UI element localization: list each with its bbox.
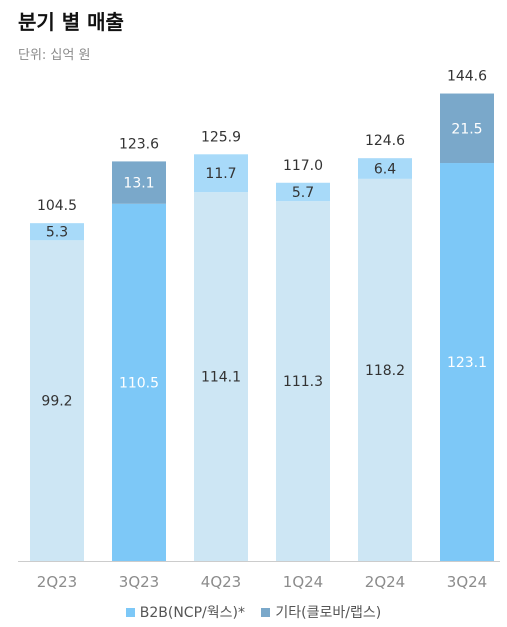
bar-b2b-4Q23 <box>194 192 248 561</box>
data-label-total-2Q23: 104.5 <box>37 198 77 214</box>
data-label-other-2Q23: 5.3 <box>46 225 68 241</box>
data-label-b2b-2Q24: 118.2 <box>365 363 405 379</box>
bar-other-2Q23 <box>30 223 84 241</box>
data-label-other-2Q24: 6.4 <box>374 162 396 178</box>
bar-b2b-3Q23 <box>112 203 166 561</box>
stacked-bar-chart: 5.3 99.2 104.5 2Q23 13.1 110.5 123.6 3Q23 11.7 11… <box>18 69 500 591</box>
data-label-b2b-3Q23: 110.5 <box>119 375 159 391</box>
data-label-other-4Q23: 11.7 <box>205 166 236 182</box>
data-label-total-2Q24: 124.6 <box>365 133 405 149</box>
chart-title: 분기 별 매출 <box>18 10 124 34</box>
data-label-total-3Q23: 123.6 <box>119 136 159 152</box>
data-label-other-3Q23: 13.1 <box>123 176 154 192</box>
bar-other-2Q24 <box>358 158 412 179</box>
unit-label: 단위: 십억 원 <box>18 48 91 63</box>
legend-swatch-other <box>261 608 271 617</box>
data-label-total-3Q24: 144.6 <box>447 69 487 85</box>
x-tick-2Q23: 2Q23 <box>37 573 77 591</box>
bar-b2b-1Q24 <box>276 201 330 561</box>
legend-item-b2b: B2B(NCP/웍스)* <box>125 602 245 622</box>
x-tick-1Q24: 1Q24 <box>283 573 323 591</box>
bar-other-4Q23 <box>194 154 248 193</box>
x-tick-3Q24: 3Q24 <box>447 573 487 591</box>
data-label-b2b-1Q24: 111.3 <box>283 374 323 390</box>
bar-other-3Q23 <box>112 161 166 204</box>
legend-label-other: 기타(클로바/랩스) <box>275 605 382 621</box>
data-label-other-1Q24: 5.7 <box>292 185 314 201</box>
data-label-b2b-4Q23: 114.1 <box>201 370 241 386</box>
bar-b2b-2Q23 <box>30 240 84 561</box>
data-label-other-3Q24: 21.5 <box>451 121 482 137</box>
legend: B2B(NCP/웍스)* 기타(클로바/랩스) <box>0 602 507 622</box>
legend-item-other: 기타(클로바/랩스) <box>261 602 381 622</box>
legend-label-b2b: B2B(NCP/웍스)* <box>139 605 245 621</box>
legend-swatch-b2b <box>125 608 135 617</box>
x-tick-3Q23: 3Q23 <box>119 573 159 591</box>
data-label-b2b-2Q23: 99.2 <box>41 394 72 410</box>
x-tick-2Q24: 2Q24 <box>365 573 405 591</box>
bar-b2b-2Q24 <box>358 178 412 562</box>
data-label-b2b-3Q24: 123.1 <box>447 355 487 371</box>
data-label-total-4Q23: 125.9 <box>201 129 241 145</box>
bar-b2b-3Q24 <box>440 163 494 561</box>
bar-other-1Q24 <box>276 182 330 202</box>
x-tick-4Q23: 4Q23 <box>201 573 241 591</box>
data-label-total-1Q24: 117.0 <box>283 158 323 174</box>
bar-other-3Q24 <box>440 93 494 164</box>
